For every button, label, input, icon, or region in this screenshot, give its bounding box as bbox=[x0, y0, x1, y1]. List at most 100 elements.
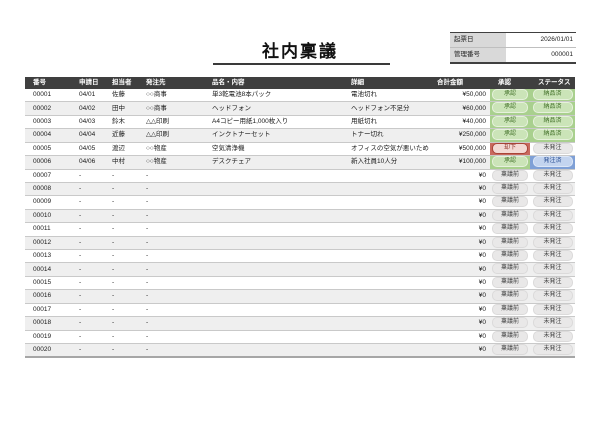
cell-detail: 電池切れ bbox=[343, 89, 434, 103]
cell-vendor: - bbox=[138, 289, 204, 304]
status-badge: 未発注 bbox=[532, 209, 573, 221]
cell-date: 04/01 bbox=[71, 89, 104, 103]
cell-no: 00012 bbox=[25, 236, 71, 251]
table-row: 00017- - - ¥0 稟議前 未発注 bbox=[25, 303, 575, 318]
approval-badge: 稟議前 bbox=[492, 290, 528, 302]
cell-approval: 稟議前 bbox=[490, 195, 530, 210]
status-badge: 未発注 bbox=[532, 250, 573, 262]
cell-approval: 稟議前 bbox=[490, 303, 530, 318]
cell-item bbox=[204, 289, 343, 304]
cell-status: 未発注 bbox=[530, 249, 575, 264]
cell-no: 00018 bbox=[25, 316, 71, 331]
cell-date: - bbox=[71, 195, 104, 210]
approval-badge: 稟議前 bbox=[492, 317, 528, 329]
cell-item bbox=[204, 316, 343, 331]
status-badge: 未発注 bbox=[532, 142, 573, 154]
cell-no: 00005 bbox=[25, 142, 71, 157]
cell-person: 中村 bbox=[104, 155, 138, 170]
cell-item bbox=[204, 222, 343, 237]
cell-no: 00001 bbox=[25, 89, 71, 103]
approval-badge: 承認 bbox=[492, 102, 528, 114]
status-badge: 未発注 bbox=[532, 223, 573, 235]
cell-status: 未発注 bbox=[530, 182, 575, 197]
cell-vendor: - bbox=[138, 169, 204, 183]
cell-status: 未発注 bbox=[530, 289, 575, 304]
cell-approval: 稟議前 bbox=[490, 262, 530, 277]
table-row: 00018- - - ¥0 稟議前 未発注 bbox=[25, 316, 575, 331]
approval-badge: 承認 bbox=[492, 115, 528, 127]
cell-status: 未発注 bbox=[530, 262, 575, 277]
cell-vendor: ○○商事 bbox=[138, 101, 204, 116]
cell-approval: 承認 bbox=[490, 155, 530, 170]
cell-no: 00011 bbox=[25, 222, 71, 237]
cell-date: 04/03 bbox=[71, 115, 104, 130]
table-row: 00020- - - ¥0 稟議前 未発注 bbox=[25, 343, 575, 359]
cell-item bbox=[204, 236, 343, 251]
cell-status: 未発注 bbox=[530, 195, 575, 210]
table-row: 00012- - - ¥0 稟議前 未発注 bbox=[25, 236, 575, 251]
cell-vendor: - bbox=[138, 182, 204, 197]
cell-detail bbox=[343, 262, 434, 277]
cell-amount: ¥0 bbox=[434, 303, 490, 318]
cell-detail bbox=[343, 249, 434, 264]
cell-vendor: - bbox=[138, 316, 204, 331]
cell-date: - bbox=[71, 303, 104, 318]
cell-vendor: △△印刷 bbox=[138, 128, 204, 143]
cell-approval: 承認 bbox=[490, 101, 530, 116]
cell-approval: 稟議前 bbox=[490, 330, 530, 345]
cell-vendor: △△印刷 bbox=[138, 115, 204, 130]
cell-no: 00016 bbox=[25, 289, 71, 304]
cell-no: 00002 bbox=[25, 101, 71, 116]
cell-detail bbox=[343, 303, 434, 318]
cell-approval: 稟議前 bbox=[490, 169, 530, 183]
cell-approval: 稟議前 bbox=[490, 276, 530, 291]
meta-row-control-number: 管理番号 000001 bbox=[450, 48, 576, 62]
cell-detail bbox=[343, 316, 434, 331]
approval-badge: 稟議前 bbox=[492, 236, 528, 248]
cell-amount: ¥0 bbox=[434, 289, 490, 304]
cell-person: - bbox=[104, 343, 138, 359]
table-row: 00013- - - ¥0 稟議前 未発注 bbox=[25, 249, 575, 264]
cell-person: - bbox=[104, 316, 138, 331]
col-header-request-date: 申請日 bbox=[71, 77, 104, 89]
cell-person: - bbox=[104, 182, 138, 197]
table-row: 00010- - - ¥0 稟議前 未発注 bbox=[25, 209, 575, 224]
cell-no: 00008 bbox=[25, 182, 71, 197]
cell-amount: ¥0 bbox=[434, 182, 490, 197]
cell-person: - bbox=[104, 289, 138, 304]
status-badge: 未発注 bbox=[532, 169, 573, 181]
approval-table: 番号 申請日 担当者 発注先 品名・内容 詳細 合計金額 承認 ステータス 00… bbox=[25, 77, 575, 359]
status-badge: 納品済 bbox=[532, 102, 573, 114]
cell-detail bbox=[343, 169, 434, 183]
cell-date: 04/06 bbox=[71, 155, 104, 170]
table-row: 00007- - - ¥0 稟議前 未発注 bbox=[25, 169, 575, 183]
cell-status: 未発注 bbox=[530, 222, 575, 237]
status-badge: 未発注 bbox=[532, 330, 573, 342]
cell-no: 00020 bbox=[25, 343, 71, 359]
cell-person: - bbox=[104, 169, 138, 183]
cell-date: - bbox=[71, 222, 104, 237]
cell-detail bbox=[343, 289, 434, 304]
cell-approval: 稟議前 bbox=[490, 182, 530, 197]
cell-person: - bbox=[104, 276, 138, 291]
cell-vendor: - bbox=[138, 303, 204, 318]
cell-amount: ¥0 bbox=[434, 343, 490, 359]
approval-badge: 稟議前 bbox=[492, 276, 528, 288]
cell-date: - bbox=[71, 249, 104, 264]
approval-badge: 却下 bbox=[492, 142, 528, 154]
cell-detail: オフィスの空気が悪いため bbox=[343, 142, 434, 157]
cell-amount: ¥0 bbox=[434, 249, 490, 264]
status-badge: 未発注 bbox=[532, 290, 573, 302]
cell-date: - bbox=[71, 289, 104, 304]
cell-vendor: - bbox=[138, 262, 204, 277]
cell-approval: 稟議前 bbox=[490, 343, 530, 359]
cell-detail bbox=[343, 343, 434, 359]
approval-badge: 稟議前 bbox=[492, 344, 528, 356]
cell-item bbox=[204, 209, 343, 224]
col-header-amount: 合計金額 bbox=[434, 77, 490, 89]
cell-item: ヘッドフォン bbox=[204, 101, 343, 116]
cell-amount: ¥50,000 bbox=[434, 89, 490, 103]
cell-vendor: - bbox=[138, 209, 204, 224]
cell-detail: トナー切れ bbox=[343, 128, 434, 143]
cell-date: - bbox=[71, 330, 104, 345]
